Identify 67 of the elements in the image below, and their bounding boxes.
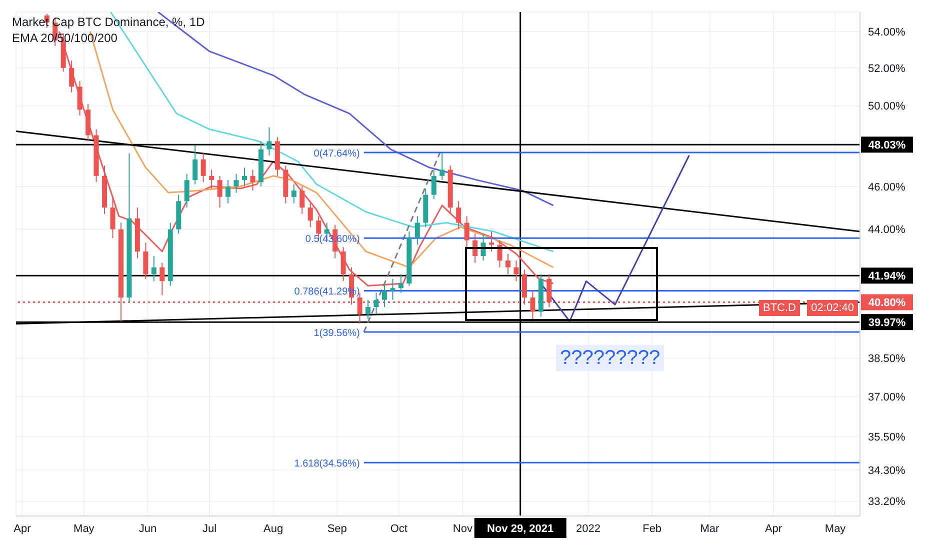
candlestick [374,292,379,315]
candlestick [505,253,510,275]
candlestick [456,200,462,230]
candlestick [143,242,148,280]
candlestick [464,216,470,248]
series-label: 1.618(34.56%) [294,458,360,470]
annotation: ????????? [556,345,664,371]
y-tick-label: 46.00% [868,181,906,194]
y-tick-label: 35.50% [868,432,906,444]
ref-line-label: 41.94% [868,270,906,283]
candlestick [300,186,305,215]
candlestick [382,282,387,308]
candlestick [250,169,256,192]
candlestick [209,169,214,189]
candlestick [69,60,74,93]
candlestick [192,144,198,185]
x-tick-label: May [74,522,95,535]
x-tick-label: Mar [700,522,720,535]
candlestick [431,169,436,200]
x-tick-label: Sep [327,522,347,535]
annotation: 02:02:40 [807,300,858,316]
ref-line-label: 48.03% [868,140,906,152]
x-tick-label: Nov [452,522,473,535]
y-tick-label: 50.00% [868,100,906,113]
series-label: 0(47.64%) [314,148,360,160]
x-tick-label: Jun [138,522,157,535]
candlestick [398,274,404,294]
y-tick-label: 34.30% [868,464,906,477]
y-tick-label: 54.00% [868,26,906,38]
ref-line-label: 40.80% [868,297,906,310]
candlestick [242,167,247,187]
candlestick [217,175,222,208]
y-tick-label: 52.00% [868,62,906,75]
y-tick-label: 33.20% [868,496,906,508]
candlestick [266,126,272,156]
candlestick [77,80,82,116]
x-tick-label: Apr [14,522,32,535]
candlestick [200,152,206,183]
annotation: BTC.D [759,300,800,316]
x-tick-label: Oct [390,522,408,535]
candlestick [366,299,371,320]
y-tick-label: 37.00% [868,392,906,404]
x-tick-label: Apr [764,522,782,535]
candlestick [110,196,116,239]
candlestick [340,246,346,282]
candlestick [414,216,420,246]
x-tick-label: Feb [642,522,662,535]
candlestick [151,256,156,282]
series-label: 1(39.56%) [314,328,360,340]
candlestick [160,262,165,296]
x-tick-label: May [824,522,846,535]
candlestick [514,260,519,282]
candlestick [184,173,190,208]
candlestick [308,202,313,228]
x-tick-label: 2022 [576,522,601,535]
candlestick [489,230,494,252]
ref-line-label: Nov 29, 2021 [487,523,554,535]
x-tick-label: Aug [264,522,284,535]
y-tick-label: 38.50% [868,353,906,366]
candlestick [234,173,239,194]
candlestick [440,152,445,181]
x-tick-label: Jul [202,522,217,535]
candlestick [226,180,231,204]
y-tick-label: 44.00% [868,224,906,236]
candlestick [390,278,396,300]
ref-line-label: 39.97% [868,317,906,330]
candlestick [291,184,296,204]
